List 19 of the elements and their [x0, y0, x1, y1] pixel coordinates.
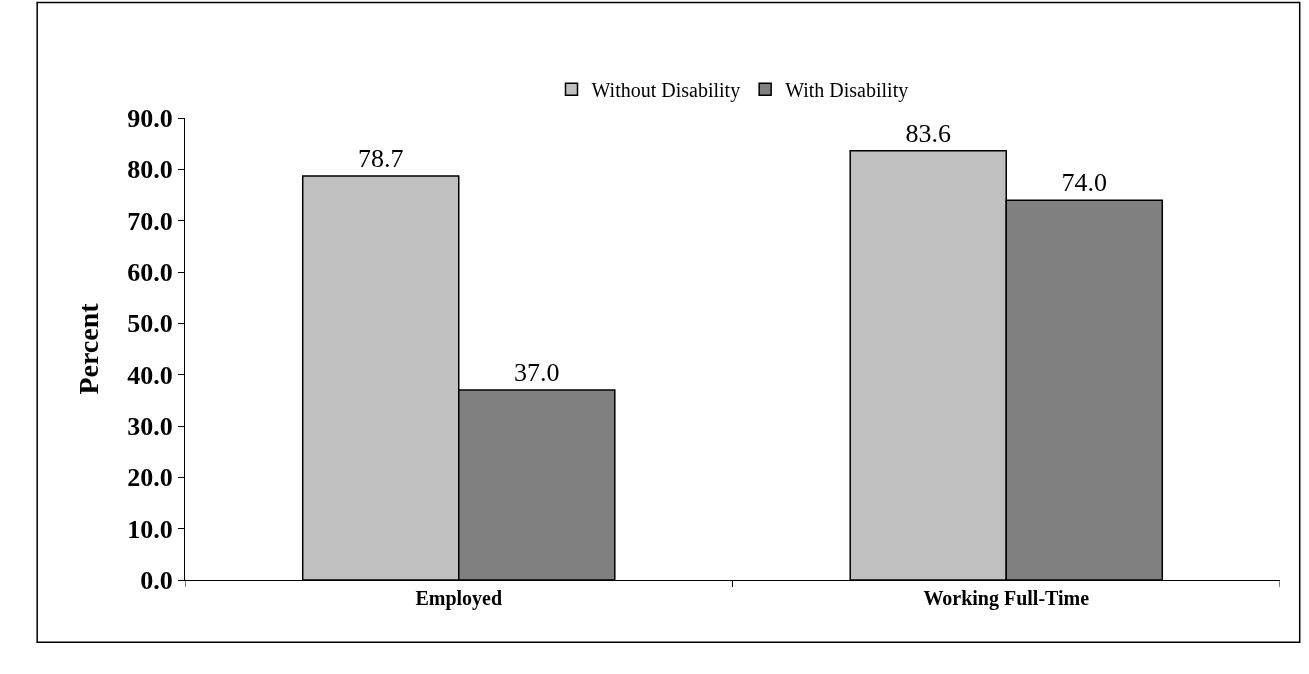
- data-label: 83.6: [905, 118, 951, 148]
- x-tick-label: Working Full-Time: [923, 587, 1090, 610]
- y-tick-label: 30.0: [127, 412, 173, 442]
- y-axis-title: Percent: [73, 302, 104, 395]
- y-tick-label: 80.0: [127, 155, 173, 185]
- data-label: 78.7: [357, 144, 404, 174]
- data-label: 74.0: [1061, 168, 1108, 198]
- x-tick-label: Employed: [415, 587, 503, 610]
- y-tick-label: 0.0: [140, 566, 173, 596]
- y-tick-label: 90.0: [127, 104, 173, 134]
- legend-label: With Disability: [785, 79, 909, 103]
- y-tick-label: 20.0: [127, 463, 173, 493]
- y-tick-label: 70.0: [127, 206, 173, 236]
- y-tick-label: 50.0: [127, 309, 173, 339]
- y-tick-label: 10.0: [127, 514, 173, 544]
- legend-label: Without Disability: [591, 79, 741, 103]
- y-tick-label: 60.0: [127, 258, 173, 288]
- data-label: 37.0: [514, 358, 560, 388]
- y-tick-label: 40.0: [127, 360, 173, 390]
